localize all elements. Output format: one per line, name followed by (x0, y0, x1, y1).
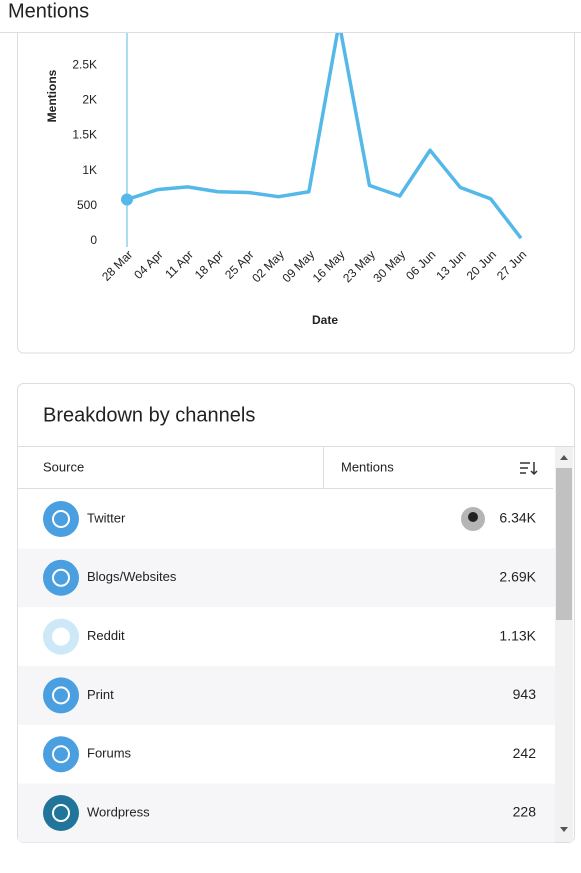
x-tick-label: 16 May (310, 247, 348, 285)
table-title: Breakdown by channels (43, 404, 255, 426)
table-card (17, 383, 575, 843)
hover-point[interactable] (121, 193, 133, 206)
insight-bulb (468, 512, 478, 522)
row-background (18, 783, 555, 843)
scroll-up[interactable] (560, 455, 568, 460)
line-series (126, 21, 523, 240)
channel-name[interactable]: Print (87, 687, 114, 702)
mention-count: 6.34K (499, 510, 536, 526)
x-tick-label: 06 Jun (403, 247, 438, 282)
mention-count: 242 (513, 745, 537, 761)
channel-name[interactable]: Twitter (87, 510, 126, 525)
y-tick-label: 1K (82, 163, 97, 177)
x-tick-label: 28 Mar (99, 247, 135, 283)
x-tick-label: 04 Apr (131, 247, 165, 281)
chart-card (17, 0, 575, 354)
x-tick-label: 23 May (340, 247, 378, 285)
y-tick-label: 0 (90, 233, 97, 247)
y-tick-label: 500 (77, 198, 97, 212)
mention-count: 228 (513, 804, 537, 820)
channel-icon-glyph (52, 686, 70, 705)
y-tick-label: 2.5K (72, 57, 97, 71)
channel-icon (43, 677, 79, 714)
mention-count: 943 (513, 686, 537, 702)
sort-icon[interactable] (520, 462, 538, 476)
x-tick-label: 27 Jun (494, 247, 529, 282)
channel-icon (43, 736, 79, 773)
page-title: Mentions (8, 0, 89, 22)
channel-icon-glyph (52, 568, 70, 587)
channel-icon-glyph (52, 510, 70, 528)
row-background (18, 666, 555, 725)
x-tick-label: 18 Apr (192, 247, 226, 281)
column-header[interactable]: Mentions (341, 459, 394, 474)
scrollbar-thumb[interactable] (556, 468, 572, 620)
channel-icon (43, 559, 79, 596)
channel-name[interactable]: Blogs/Websites (87, 569, 177, 584)
scroll-down[interactable] (560, 827, 568, 832)
x-tick-label: 20 Jun (464, 247, 499, 282)
mention-count: 1.13K (499, 627, 536, 643)
header-bar (0, 0, 581, 33)
channel-name[interactable]: Forums (87, 746, 132, 761)
y-axis-label: Mentions (45, 69, 59, 122)
y-tick-label: 2K (82, 93, 97, 107)
x-axis-label: Date (312, 313, 338, 327)
y-tick-label: 1.5K (72, 128, 97, 142)
x-tick-label: 09 May (279, 247, 317, 285)
channel-icon (43, 795, 79, 831)
x-tick-label: 11 Apr (162, 247, 196, 281)
x-tick-label: 30 May (370, 247, 408, 285)
channel-icon-glyph (52, 804, 70, 822)
x-tick-label: 13 Jun (433, 247, 468, 282)
mention-count: 2.69K (499, 569, 536, 585)
channel-name[interactable]: Reddit (87, 628, 125, 643)
channel-name[interactable]: Wordpress (87, 804, 150, 819)
channel-icon-glyph (52, 627, 70, 646)
row-background (18, 548, 555, 608)
channel-icon-glyph (52, 745, 70, 764)
channel-icon (43, 501, 79, 537)
table-body: Twitter 6.34K Blogs/Websites 2.69K Reddit 1.1… (18, 501, 555, 843)
x-tick-label: 02 May (249, 247, 287, 285)
column-header[interactable]: Source (43, 459, 84, 474)
